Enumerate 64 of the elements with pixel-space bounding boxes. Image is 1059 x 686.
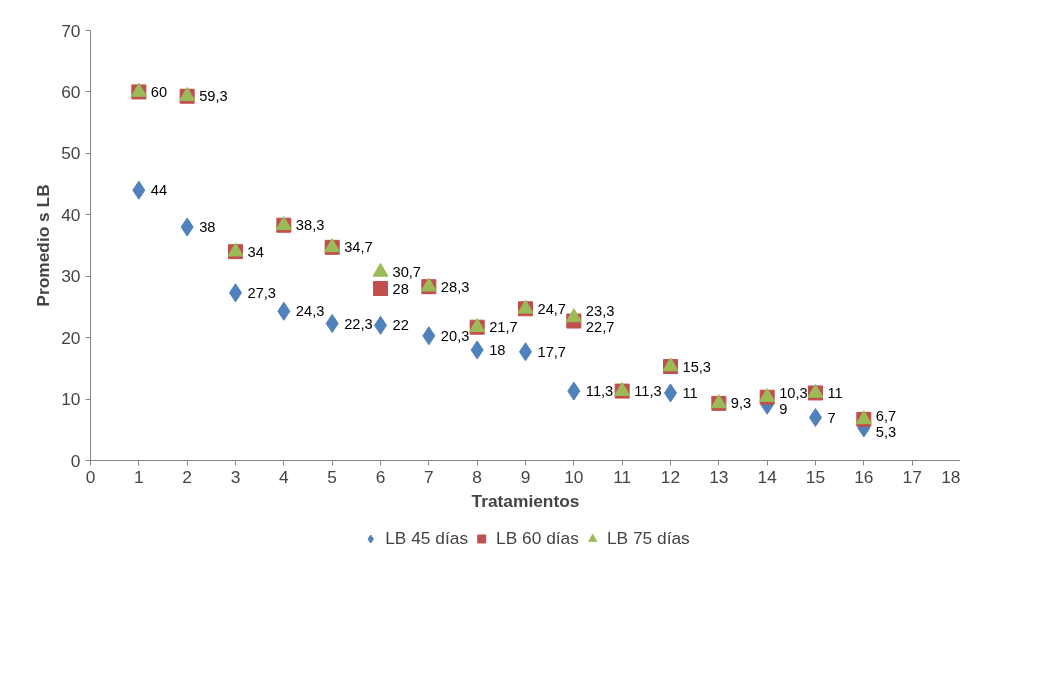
data-label: 24,7	[537, 300, 567, 317]
x-tick-label: 3	[230, 466, 241, 487]
data-label: 38,3	[295, 217, 325, 234]
x-tick-label: 8	[472, 466, 482, 487]
data-label: 5,3	[875, 423, 897, 440]
data-label: 28	[392, 280, 409, 297]
x-tick-label: 4	[279, 466, 290, 487]
x-tick-label: 15	[805, 466, 826, 487]
data-label: 28,3	[440, 278, 470, 295]
data-label: 22	[392, 317, 409, 334]
x-tick-label: 13	[709, 466, 729, 487]
x-tick-label: 17	[902, 466, 922, 487]
y-tick-label: 70	[61, 20, 81, 41]
data-label: 38	[199, 219, 216, 236]
data-label: 7	[827, 409, 836, 426]
y-tick-label: 30	[61, 266, 81, 287]
data-label: 17,7	[537, 343, 567, 360]
x-tick-label: 16	[854, 466, 874, 487]
y-tick-label: 0	[70, 450, 81, 471]
data-label: 30,7	[392, 263, 422, 280]
data-label: 60	[150, 83, 168, 100]
y-tick-label: 40	[61, 204, 81, 225]
data-label: 22,3	[344, 315, 373, 332]
data-label: 34,7	[344, 239, 373, 256]
x-tick-label: 0	[85, 466, 96, 487]
x-tick-label: 6	[375, 466, 386, 487]
x-axis-title: Tratamientos	[471, 490, 580, 511]
x-tick-label: 10	[564, 466, 584, 487]
x-tick-label: 12	[660, 466, 681, 487]
legend-label: LB 60 días	[496, 527, 579, 549]
data-label: 11,3	[634, 383, 662, 400]
data-label: 59,3	[199, 88, 228, 105]
data-label: 11,3	[585, 383, 614, 400]
data-label: 11	[682, 384, 698, 401]
x-tick-label: 9	[520, 466, 531, 487]
x-tick-label: 18	[941, 466, 961, 487]
x-tick-label: 7	[424, 466, 434, 487]
x-tick-label: 14	[757, 466, 778, 487]
data-label: 11	[827, 384, 843, 401]
data-label: 20,3	[440, 327, 470, 344]
x-tick-label: 1	[134, 466, 144, 487]
data-label: 9,3	[730, 395, 752, 412]
data-label: 15,3	[682, 358, 712, 375]
data-label: 27,3	[247, 284, 277, 301]
data-label: 22,7	[585, 319, 615, 336]
x-tick-label: 5	[327, 466, 337, 487]
y-axis-title: Promedio s LB	[33, 184, 54, 307]
data-label: 24,3	[295, 303, 325, 320]
y-tick-label: 60	[61, 81, 81, 102]
y-tick-label: 50	[61, 143, 81, 164]
data-label: 34	[247, 243, 264, 260]
y-tick-label: 20	[61, 327, 81, 348]
data-label: 21,7	[489, 319, 518, 336]
y-tick-label: 10	[61, 389, 81, 410]
data-label: 44	[150, 182, 168, 199]
legend-label: LB 75 días	[606, 527, 690, 549]
data-label: 6,7	[875, 407, 897, 424]
legend-label: LB 45 días	[385, 527, 469, 549]
x-tick-label: 11	[613, 466, 632, 487]
x-tick-label: 2	[182, 466, 192, 487]
data-label: 18	[489, 341, 506, 358]
data-label: 9	[779, 401, 788, 418]
data-label: 10,3	[779, 385, 808, 402]
data-label: 23,3	[585, 303, 615, 320]
